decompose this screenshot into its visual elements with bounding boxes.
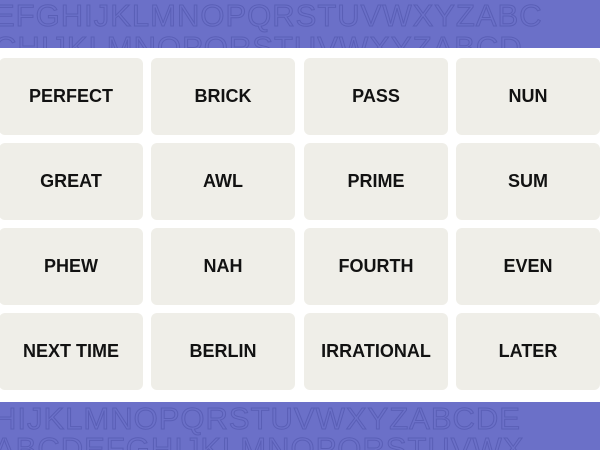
word-tile[interactable]: EVEN: [456, 228, 600, 305]
background-letters: EFGHIJKLMNOPQRSTUVWXYZABC: [0, 0, 543, 33]
word-tile[interactable]: NAH: [151, 228, 295, 305]
word-tile[interactable]: NEXT TIME: [0, 313, 143, 390]
word-tile[interactable]: PASS: [304, 58, 448, 135]
word-tile[interactable]: GREAT: [0, 143, 143, 220]
word-tile[interactable]: LATER: [456, 313, 600, 390]
word-grid: PERFECT BRICK PASS NUN GREAT AWL PRIME SUM PHEW N…: [0, 48, 600, 402]
word-tile[interactable]: SUM: [456, 143, 600, 220]
background-letters: ABCDEFGHIJKLMNOPQRSTUVWX: [0, 431, 525, 450]
word-tile[interactable]: PERFECT: [0, 58, 143, 135]
word-tile[interactable]: PHEW: [0, 228, 143, 305]
background-letters: HIJKLMNOPQRSTUVWXYZABCDE: [0, 401, 521, 436]
word-tile[interactable]: NUN: [456, 58, 600, 135]
word-tile[interactable]: IRRATIONAL: [304, 313, 448, 390]
word-tile[interactable]: FOURTH: [304, 228, 448, 305]
word-tile[interactable]: AWL: [151, 143, 295, 220]
word-tile[interactable]: PRIME: [304, 143, 448, 220]
word-tile[interactable]: BERLIN: [151, 313, 295, 390]
word-tile[interactable]: BRICK: [151, 58, 295, 135]
